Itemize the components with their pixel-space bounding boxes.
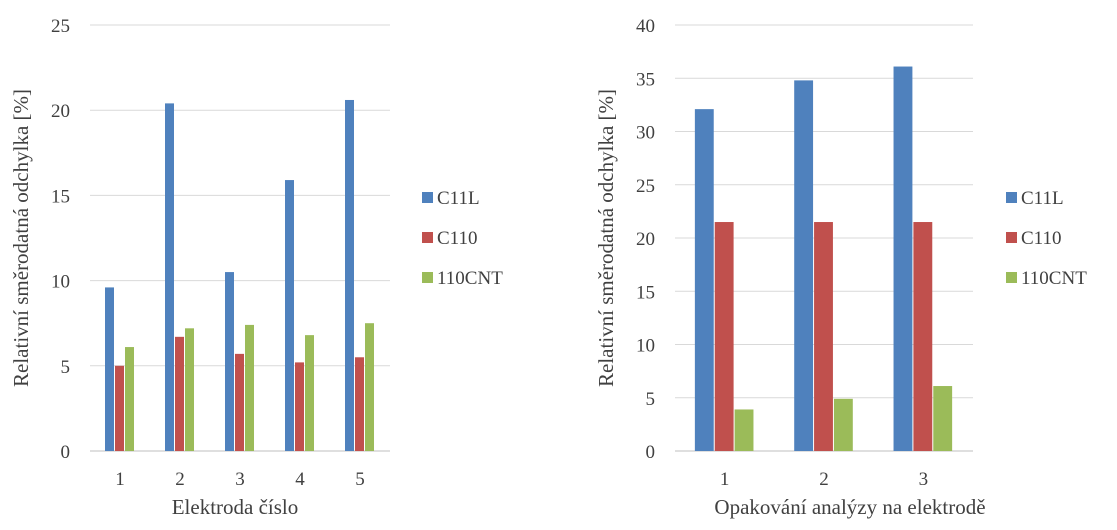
legend-swatch-c11l [422, 192, 433, 203]
y-tick-label: 5 [61, 357, 71, 378]
x-tick-label: 4 [295, 469, 305, 490]
y-tick-label: 40 [636, 16, 655, 37]
bar-110cnt-5 [365, 323, 374, 451]
bar-c110-4 [295, 362, 304, 451]
y-tick-label: 0 [646, 442, 656, 463]
legend: C11L C110 110CNT [422, 188, 503, 289]
x-tick-label: 3 [919, 469, 929, 490]
legend-label-c110: C110 [437, 228, 477, 249]
y-tick-labels: 0 5 10 15 20 25 30 35 40 [636, 16, 655, 463]
legend-swatch-110cnt [422, 272, 433, 283]
bar-c11l-2 [165, 103, 174, 451]
bar-110cnt-4 [305, 335, 314, 451]
bar-110cnt-3 [245, 325, 254, 451]
x-tick-label: 5 [355, 469, 365, 490]
bar-c110-1 [715, 222, 734, 451]
y-tick-label: 20 [636, 229, 655, 250]
x-axis-label: Elektroda číslo [172, 495, 299, 519]
y-tick-labels: 0 5 10 15 20 25 [51, 16, 70, 463]
x-axis-label: Opakování analýzy na elektrodě [714, 495, 985, 519]
legend-label-110cnt: 110CNT [437, 268, 503, 289]
y-tick-label: 15 [51, 186, 70, 207]
legend-label-110cnt: 110CNT [1021, 268, 1087, 289]
y-tick-label: 20 [51, 101, 70, 122]
legend: C11L C110 110CNT [1006, 188, 1087, 289]
x-tick-label: 1 [720, 469, 730, 490]
x-tick-label: 2 [819, 469, 829, 490]
y-tick-label: 30 [636, 123, 655, 144]
y-tick-label: 5 [646, 389, 656, 410]
bar-110cnt-1 [735, 409, 754, 451]
x-tick-labels: 1 2 3 4 5 [115, 469, 365, 490]
x-tick-label: 2 [175, 469, 185, 490]
y-tick-label: 15 [636, 282, 655, 303]
bars [695, 67, 952, 451]
legend-label-c11l: C11L [1021, 188, 1064, 209]
legend-swatch-c110 [1006, 232, 1017, 243]
bar-110cnt-2 [834, 399, 853, 451]
legend-label-c110: C110 [1021, 228, 1061, 249]
y-tick-label: 25 [51, 16, 70, 37]
bar-110cnt-3 [933, 386, 952, 451]
bar-c110-2 [814, 222, 833, 451]
bar-c110-2 [175, 337, 184, 451]
bars [105, 100, 374, 451]
y-tick-label: 10 [636, 336, 655, 357]
chart-analysis-repetition: 0 5 10 15 20 25 30 35 40 1 2 3 Opakování analýzy n… [585, 0, 1117, 530]
legend-swatch-110cnt [1006, 272, 1017, 283]
bar-c110-5 [355, 357, 364, 451]
y-tick-label: 0 [61, 442, 71, 463]
x-tick-label: 1 [115, 469, 125, 490]
bar-c11l-4 [285, 180, 294, 451]
legend-swatch-c11l [1006, 192, 1017, 203]
legend-swatch-c110 [422, 232, 433, 243]
y-tick-label: 35 [636, 69, 655, 90]
legend-label-c11l: C11L [437, 188, 480, 209]
bar-c11l-5 [345, 100, 354, 451]
bar-c11l-3 [225, 272, 234, 451]
y-axis-label: Relativní směrodatná odchylka [%] [594, 89, 618, 387]
y-tick-label: 10 [51, 272, 70, 293]
bar-c11l-2 [794, 80, 813, 451]
bar-c110-3 [235, 354, 244, 451]
x-tick-label: 3 [235, 469, 245, 490]
x-tick-labels: 1 2 3 [720, 469, 928, 490]
chart-electrode-number: 0 5 10 15 20 25 1 2 3 4 5 Elektroda číslo Relativ… [0, 0, 580, 530]
bar-c110-3 [913, 222, 932, 451]
bar-c11l-1 [695, 109, 714, 451]
y-tick-label: 25 [636, 176, 655, 197]
bar-c11l-1 [105, 287, 114, 451]
bar-110cnt-1 [125, 347, 134, 451]
bar-110cnt-2 [185, 328, 194, 451]
bar-c11l-3 [894, 67, 913, 451]
bar-c110-1 [115, 366, 124, 451]
y-axis-label: Relativní směrodatná odchylka [%] [9, 89, 33, 387]
